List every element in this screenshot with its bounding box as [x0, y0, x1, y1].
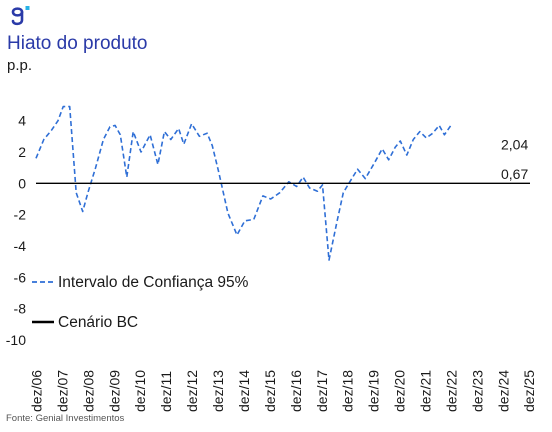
end-value-label: 0,67: [501, 166, 528, 182]
y-tick-label: 0: [18, 175, 26, 191]
legend-label: Intervalo de Confiança 95%: [58, 274, 249, 291]
y-tick-label: 4: [18, 113, 26, 129]
y-tick-label: -10: [6, 332, 26, 348]
y-tick-label: -6: [14, 269, 27, 285]
end-value-label: 2,04: [501, 136, 528, 152]
x-tick-label: dez/25: [521, 370, 537, 412]
x-tick-label: dez/17: [314, 370, 330, 412]
x-tick-label: dez/20: [392, 370, 408, 412]
x-tick-label: dez/15: [262, 370, 278, 412]
x-tick-label: dez/11: [158, 371, 174, 412]
x-tick-label: dez/22: [443, 370, 459, 412]
genial-logo: [10, 6, 32, 33]
x-tick-label: dez/06: [29, 370, 45, 412]
x-tick-label: dez/21: [417, 370, 433, 412]
x-tick-label: dez/16: [288, 370, 304, 412]
x-tick-label: dez/24: [495, 370, 511, 412]
chart-title: Hiato do produto: [7, 33, 148, 54]
y-tick-label: -2: [14, 207, 27, 223]
x-tick-label: dez/13: [210, 370, 226, 412]
x-tick-label: dez/18: [340, 370, 356, 412]
x-tick-label: dez/07: [54, 370, 70, 412]
legend-label: Cenário BC: [58, 314, 138, 331]
y-tick-label: -4: [14, 238, 27, 254]
y-tick-label: -8: [14, 301, 27, 317]
x-tick-label: dez/14: [236, 370, 252, 412]
source-note: Fonte: Genial Investimentos: [6, 413, 125, 424]
x-tick-label: dez/09: [106, 370, 122, 412]
chart-unit: p.p.: [7, 57, 33, 74]
x-tick-label: dez/08: [80, 370, 96, 412]
x-tick-label: dez/12: [184, 370, 200, 412]
y-tick-label: 2: [18, 144, 26, 160]
x-tick-label: dez/23: [469, 370, 485, 412]
series-line-upper95: [35, 105, 452, 261]
x-tick-label: dez/10: [132, 370, 148, 412]
x-tick-label: dez/19: [366, 370, 382, 412]
